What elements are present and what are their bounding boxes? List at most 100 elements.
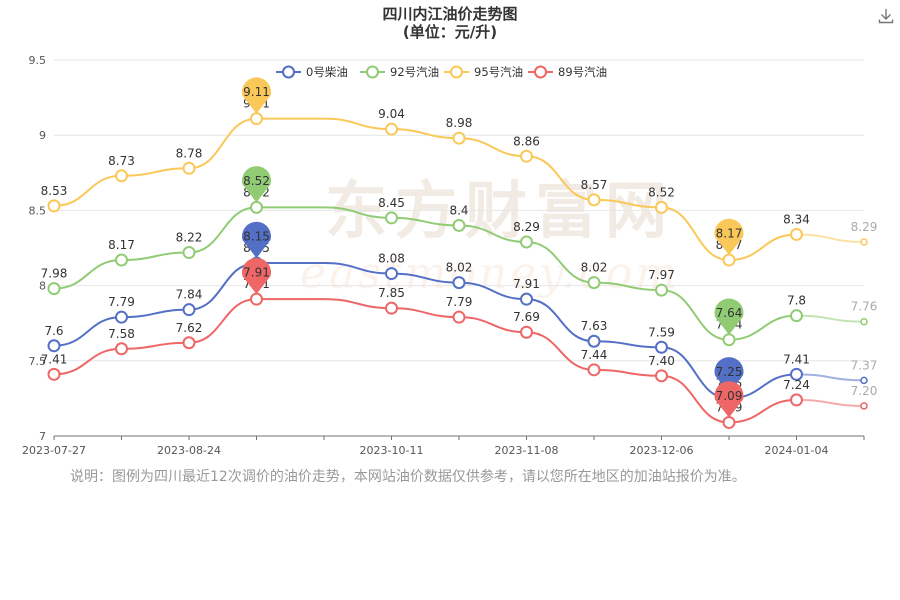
data-label: 7.40 xyxy=(648,354,675,368)
data-point xyxy=(520,235,533,249)
data-label: 7.63 xyxy=(581,319,608,333)
data-label: 9.04 xyxy=(378,107,405,121)
watermark-latin: eastmoney.com xyxy=(300,248,680,299)
pin-marker: 8.15 xyxy=(242,221,271,259)
data-point xyxy=(520,292,533,306)
pin-marker: 7.25 xyxy=(714,357,744,394)
data-point xyxy=(520,325,533,339)
data-point xyxy=(250,200,263,214)
data-label: 7.79 xyxy=(446,295,473,309)
data-point xyxy=(587,334,601,348)
data-point xyxy=(250,292,263,306)
data-point xyxy=(385,301,398,315)
series-line-tail xyxy=(796,233,865,243)
watermark: 东方财富网 eastmoney.com xyxy=(300,174,680,299)
series-line-tail xyxy=(796,373,865,382)
legend-swatch-marker xyxy=(534,65,547,79)
data-label: 7.79 xyxy=(108,295,135,309)
pin-label: 7.64 xyxy=(716,306,743,320)
data-point xyxy=(115,169,128,183)
y-tick-label: 8.5 xyxy=(29,204,47,217)
pin-shape xyxy=(714,381,744,418)
data-label: 7.41 xyxy=(41,352,68,366)
x-tick-label: 2023-12-06 xyxy=(630,444,694,457)
data-label: 7.37 xyxy=(851,358,878,372)
data-point xyxy=(452,218,466,232)
data-label: 7.85 xyxy=(378,286,405,300)
data-label: 8.4 xyxy=(449,203,468,217)
pin-label: 7.09 xyxy=(716,389,743,403)
legend-label: 89号汽油 xyxy=(558,65,607,79)
data-point xyxy=(790,393,803,407)
data-label: 7.58 xyxy=(108,327,135,341)
data-point xyxy=(860,317,868,326)
data-label: 8.22 xyxy=(176,231,203,245)
y-tick-label: 7.5 xyxy=(29,355,47,368)
data-label: 8.34 xyxy=(783,212,810,226)
data-label: 7.91 xyxy=(513,277,540,291)
data-label: 7.84 xyxy=(176,288,203,302)
data-point xyxy=(452,310,466,324)
data-point xyxy=(182,336,196,350)
data-label: 8.29 xyxy=(513,220,540,234)
legend-label: 92号汽油 xyxy=(390,65,439,79)
data-point xyxy=(182,303,196,317)
pin-label: 9.11 xyxy=(243,85,270,99)
data-point xyxy=(452,276,466,290)
legend-swatch-marker xyxy=(450,65,463,79)
pin-marker: 7.09 xyxy=(714,381,744,418)
data-point xyxy=(860,376,868,385)
data-label: 8.53 xyxy=(41,184,68,198)
pin-marker: 8.17 xyxy=(714,218,744,256)
pin-label: 8.17 xyxy=(716,227,743,241)
legend-swatch-marker xyxy=(366,65,379,79)
data-point xyxy=(385,267,398,281)
pin-marker: 9.11 xyxy=(242,77,271,114)
data-label: 7.69 xyxy=(513,310,540,324)
data-point xyxy=(860,402,868,410)
data-label: 7.20 xyxy=(851,384,878,398)
data-label: 7.59 xyxy=(648,325,675,339)
data-label: 7.24 xyxy=(783,378,810,392)
y-tick-label: 7 xyxy=(39,430,46,443)
data-label: 7.76 xyxy=(851,300,878,314)
y-tick-label: 9.5 xyxy=(29,54,47,67)
data-point xyxy=(722,253,736,267)
legend-label: 0号柴油 xyxy=(306,65,348,79)
pin-shape xyxy=(714,218,744,256)
data-label: 8.73 xyxy=(108,154,135,168)
data-point xyxy=(47,339,61,353)
data-point xyxy=(790,367,803,381)
pin-shape xyxy=(242,77,271,114)
data-label: 8.45 xyxy=(378,196,405,210)
data-label: 8.86 xyxy=(513,134,540,148)
data-point xyxy=(385,211,398,225)
download-icon[interactable] xyxy=(876,6,896,26)
data-label: 8.57 xyxy=(581,178,608,192)
pin-marker: 7.91 xyxy=(242,257,271,295)
data-point xyxy=(655,369,668,383)
y-tick-label: 9 xyxy=(39,129,46,142)
data-point xyxy=(655,340,668,354)
data-label: 8.02 xyxy=(581,261,608,275)
pin-marker: 8.52 xyxy=(242,166,271,203)
data-point xyxy=(47,199,61,213)
pin-shape xyxy=(714,357,744,394)
pin-shape xyxy=(242,257,271,295)
pin-shape xyxy=(242,221,271,259)
pin-marker: 7.64 xyxy=(714,298,744,335)
chart-subtitle: (单位：元/升) xyxy=(403,23,497,41)
x-tick-label: 2023-08-24 xyxy=(157,444,221,457)
data-point xyxy=(385,122,398,136)
pin-label: 7.91 xyxy=(243,266,270,280)
data-label: 7.62 xyxy=(176,321,203,335)
data-point xyxy=(722,333,736,347)
data-label: 8.52 xyxy=(648,185,675,199)
data-point xyxy=(790,227,803,241)
series-line-tail xyxy=(796,314,865,323)
pin-shape xyxy=(714,298,744,335)
legend-swatch-marker xyxy=(282,65,295,79)
data-point xyxy=(722,415,736,429)
data-label: 8.98 xyxy=(446,116,473,130)
